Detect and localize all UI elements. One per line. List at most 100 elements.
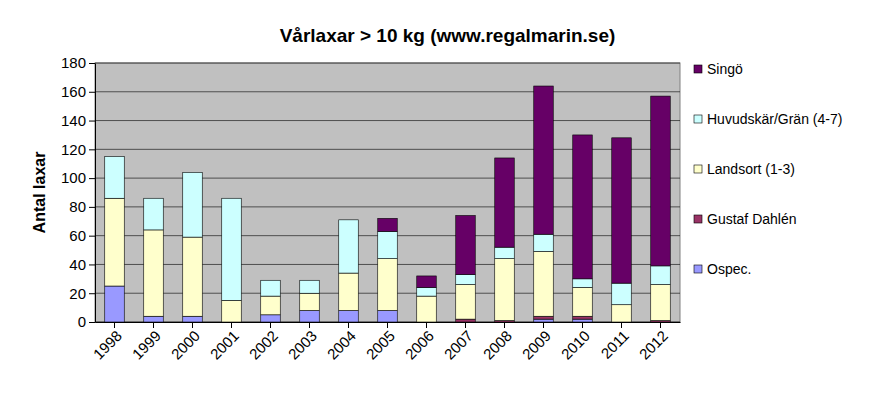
- bar: [417, 296, 437, 322]
- tick-mark: [621, 322, 622, 328]
- bar: [261, 280, 281, 296]
- chart: 0204060801001201401601801998199920002001…: [0, 0, 882, 415]
- tick-label: 2009: [518, 327, 554, 363]
- tick-mark: [89, 63, 95, 64]
- legend-swatch: [694, 165, 702, 173]
- tick-label: 2007: [440, 327, 476, 363]
- tick-label: 20: [69, 285, 86, 302]
- tick-label: 2002: [245, 327, 281, 363]
- legend-entry: Gustaf Dahlén: [694, 211, 797, 227]
- bar: [105, 157, 125, 199]
- bar: [417, 276, 437, 288]
- tick-mark: [89, 149, 95, 150]
- legend-swatch: [694, 265, 702, 273]
- legend-label: Singö: [707, 61, 743, 77]
- tick-mark: [348, 322, 349, 328]
- bar: [144, 316, 164, 322]
- bar: [612, 138, 632, 283]
- bar: [495, 259, 515, 321]
- bar: [573, 279, 593, 288]
- tick-mark: [89, 178, 95, 179]
- bar: [105, 198, 125, 286]
- legend-entry: Ospec.: [694, 261, 751, 277]
- bar: [378, 231, 398, 258]
- tick: 1999: [128, 322, 164, 363]
- bar: [339, 273, 359, 310]
- bar: [300, 280, 320, 293]
- bar: [378, 310, 398, 322]
- tick: 2004: [323, 322, 359, 363]
- tick: 2003: [284, 322, 320, 363]
- bar: [651, 266, 671, 285]
- bar: [495, 322, 515, 323]
- legend-swatch: [694, 65, 702, 73]
- tick-mark: [270, 322, 271, 328]
- tick-mark: [465, 322, 466, 328]
- legend-label: Ospec.: [707, 261, 751, 277]
- legend-entry: Landsort (1-3): [694, 161, 795, 177]
- bar: [300, 293, 320, 310]
- tick-mark: [192, 322, 193, 328]
- tick-label: 2010: [557, 327, 593, 363]
- tick-mark: [231, 322, 232, 328]
- tick-mark: [114, 322, 115, 328]
- grid-line: [95, 91, 680, 92]
- bar: [105, 286, 125, 322]
- bar: [456, 285, 476, 320]
- tick: 2006: [401, 322, 437, 363]
- bar: [261, 296, 281, 315]
- bar: [534, 234, 554, 251]
- tick-label: 2005: [362, 327, 398, 363]
- bar: [417, 287, 437, 296]
- tick-mark: [89, 264, 95, 265]
- tick: 2010: [557, 322, 593, 363]
- series: [456, 316, 671, 322]
- tick: 60: [69, 227, 95, 244]
- bar: [612, 305, 632, 322]
- bar: [612, 283, 632, 305]
- tick-label: 2012: [635, 327, 671, 363]
- bar: [651, 322, 671, 323]
- tick-label: 120: [61, 141, 86, 158]
- tick: 160: [61, 83, 95, 100]
- legend-label: Gustaf Dahlén: [707, 211, 797, 227]
- bar: [144, 198, 164, 230]
- tick-mark: [89, 92, 95, 93]
- tick: 2011: [597, 322, 632, 362]
- tick: 2002: [245, 322, 281, 363]
- tick: 0: [78, 313, 95, 330]
- grid: [95, 63, 680, 322]
- tick-label: 1999: [128, 327, 164, 363]
- tick-label: 1998: [89, 327, 125, 363]
- tick-mark: [387, 322, 388, 328]
- legend: Singö Huvudskär/Grän (4-7) Landsort (1-3) G…: [694, 61, 842, 277]
- legend-entry: Huvudskär/Grän (4-7): [694, 111, 842, 127]
- bar: [183, 172, 203, 237]
- bar: [339, 219, 359, 220]
- bar: [573, 287, 593, 316]
- tick-label: 2000: [167, 327, 203, 363]
- tick-label: 180: [61, 54, 86, 71]
- legend-swatch: [694, 115, 702, 123]
- legend-label: Huvudskär/Grän (4-7): [707, 111, 842, 127]
- bar: [261, 315, 281, 322]
- tick: 2005: [362, 322, 398, 363]
- bar: [105, 156, 125, 157]
- tick: 2008: [479, 322, 515, 363]
- bar: [378, 218, 398, 231]
- legend-label: Landsort (1-3): [707, 161, 795, 177]
- tick-label: 2008: [479, 327, 515, 363]
- bar: [534, 86, 554, 234]
- bar: [261, 280, 281, 281]
- tick: 20: [69, 285, 95, 302]
- plot: 0204060801001201401601801998199920002001…: [61, 54, 681, 362]
- bar: [378, 259, 398, 311]
- tick-label: 2006: [401, 327, 437, 363]
- bar: [300, 280, 320, 281]
- tick: 180: [61, 54, 95, 71]
- tick-label: 2003: [284, 327, 320, 363]
- tick-label: 0: [78, 313, 86, 330]
- bar: [651, 96, 671, 266]
- tick-label: 2001: [206, 327, 242, 363]
- bar: [339, 220, 359, 273]
